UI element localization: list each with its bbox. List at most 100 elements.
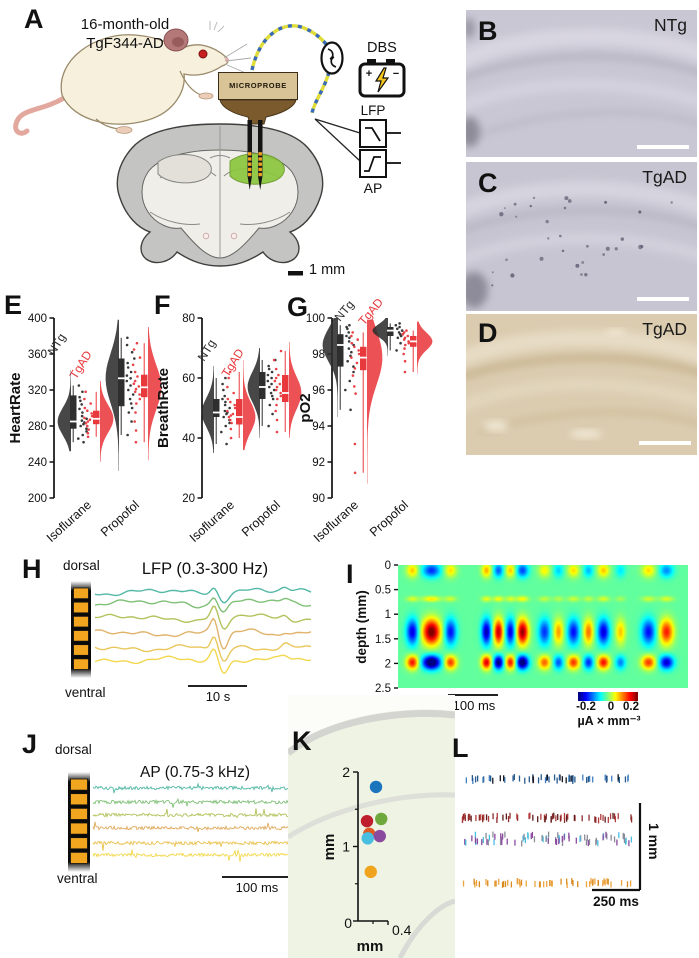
dbs-battery-icon: + −	[358, 59, 406, 98]
panel-label-k: K	[292, 726, 312, 756]
rat-head-tuft	[209, 21, 225, 33]
dbs-label: DBS	[367, 40, 397, 56]
genotype-tag-d: TgAD	[642, 319, 687, 339]
lfp-traces-chart	[71, 581, 312, 687]
svg-text:HeartRate: HeartRate	[7, 373, 24, 444]
svg-text:1: 1	[385, 609, 391, 621]
histology-scalebar-d	[639, 440, 691, 445]
signal-split-lines	[314, 118, 361, 162]
svg-text:Propofol: Propofol	[98, 498, 142, 540]
svg-text:200: 200	[28, 493, 47, 505]
svg-text:94: 94	[312, 421, 325, 433]
svg-text:400: 400	[28, 313, 47, 325]
svg-text:2: 2	[385, 658, 391, 670]
svg-text:20: 20	[182, 493, 195, 505]
panel-label-j: J	[22, 729, 38, 759]
rat-illustration	[13, 21, 252, 136]
probe-shank-left	[247, 120, 252, 176]
probe-tip-right	[258, 176, 263, 190]
brain-coronal-section	[116, 123, 324, 267]
lightning-bolt-icon	[374, 67, 390, 93]
microprobe-label: MICROPROBE	[218, 72, 298, 100]
svg-text:320: 320	[28, 385, 47, 397]
raster-hscale-label: 250 ms	[593, 894, 639, 909]
panel-c: C TgAD	[466, 162, 697, 311]
spike-raster-chart	[461, 774, 642, 892]
colorbar-tick-zero: 0	[607, 701, 615, 713]
panel-h: H dorsal ventral LFP (0.3-300 Hz) 10 s	[15, 553, 337, 725]
ventral-label-j: ventral	[57, 871, 98, 886]
svg-text:pO2: pO2	[297, 393, 314, 422]
svg-text:360: 360	[28, 349, 47, 361]
colorbar	[578, 692, 638, 701]
svg-text:1: 1	[342, 839, 350, 855]
panel-label-e: E	[4, 290, 23, 320]
recording-locations-map: 0 1 2 0.4 mm mm	[288, 695, 455, 958]
svg-text:mm: mm	[321, 834, 338, 861]
svg-text:98: 98	[312, 349, 325, 361]
panel-f: F 20 40 60 80 BreathRate NTg TgAD Isoflurane Pro…	[148, 292, 306, 554]
svg-text:0.4: 0.4	[392, 922, 412, 938]
panel-label-l: L	[452, 733, 469, 763]
panel-j: J dorsal ventral AP (0.75-3 kHz) 100 ms	[15, 728, 337, 923]
probe-shank-right	[258, 120, 263, 176]
svg-text:92: 92	[312, 457, 325, 469]
histology-scalebar-c	[637, 296, 689, 301]
brain-scalebar	[288, 271, 303, 276]
colorbar-tick-max: 0.2	[623, 701, 639, 713]
rat-inner-ear	[172, 37, 184, 47]
svg-text:40: 40	[182, 433, 195, 445]
lfp-label: LFP	[360, 103, 386, 118]
svg-text:96: 96	[312, 385, 325, 397]
svg-text:2: 2	[342, 764, 350, 780]
filter-boxes	[359, 119, 401, 178]
highpass-filter-icon	[359, 149, 387, 178]
svg-text:Isoflurane: Isoflurane	[44, 498, 94, 545]
dorsal-label-j: dorsal	[55, 742, 92, 757]
histology-image-tgad-plaques	[466, 162, 697, 311]
lfp-scalebar-label: 10 s	[205, 689, 231, 704]
svg-text:60: 60	[182, 373, 195, 385]
genotype-tag-b: NTg	[653, 15, 687, 35]
panel-label-i: I	[346, 559, 354, 589]
panel-b: B NTg	[466, 10, 697, 157]
rat-hindpaw	[115, 126, 133, 134]
svg-text:0: 0	[385, 560, 391, 572]
svg-text:0: 0	[344, 915, 352, 931]
hippocampus-left	[157, 154, 212, 184]
ap-scalebar-label: 100 ms	[235, 880, 279, 895]
recording-cable	[250, 24, 331, 114]
panel-l: L 1 mm 250 ms	[448, 735, 699, 935]
svg-text:1.5: 1.5	[375, 634, 391, 646]
rat-nose	[224, 57, 230, 63]
ap-title: AP (0.75-3 kHz)	[140, 764, 250, 781]
svg-text:TgAD: TgAD	[219, 346, 247, 380]
experiment-schematic: + −	[13, 21, 406, 276]
genotype-tag-c: TgAD	[642, 167, 687, 187]
panel-label-c: C	[478, 168, 498, 198]
panel-k: 0 1 2 0.4 mm mm K	[288, 695, 455, 958]
panel-a: + − A 16-month-old TgF344-AD MICROPROBE …	[0, 0, 464, 292]
ap-label: AP	[363, 180, 383, 196]
svg-text:BreathRate: BreathRate	[155, 368, 172, 448]
colorbar-unit-label: µA × mm⁻³	[577, 714, 641, 728]
panel-e: E 200 240 280 320 360 400 HeartRate NTg TgAD Isof…	[0, 292, 162, 554]
panel-label-g: G	[287, 292, 309, 322]
histology-image-tgad-stain	[466, 314, 697, 455]
pink-nucleus-right	[230, 232, 238, 240]
svg-text:mm: mm	[357, 938, 384, 955]
heartrate-raincloud-chart: 200240280320360400HeartRateNTgTgADIsoflu…	[7, 313, 162, 545]
svg-text:depth (mm): depth (mm)	[354, 590, 369, 664]
panel-d: D TgAD	[466, 314, 697, 455]
svg-text:Propofol: Propofol	[367, 498, 411, 540]
panel-label-h: H	[22, 554, 42, 584]
panel-label-a: A	[24, 4, 44, 34]
histology-scalebar-b	[637, 144, 689, 149]
svg-text:100: 100	[306, 313, 325, 325]
probe-tip-left	[247, 176, 252, 190]
pink-nucleus-left	[202, 232, 210, 240]
svg-text:Propofol: Propofol	[239, 498, 283, 540]
svg-text:−: −	[393, 68, 399, 80]
probe-electrode-sites	[247, 151, 263, 177]
